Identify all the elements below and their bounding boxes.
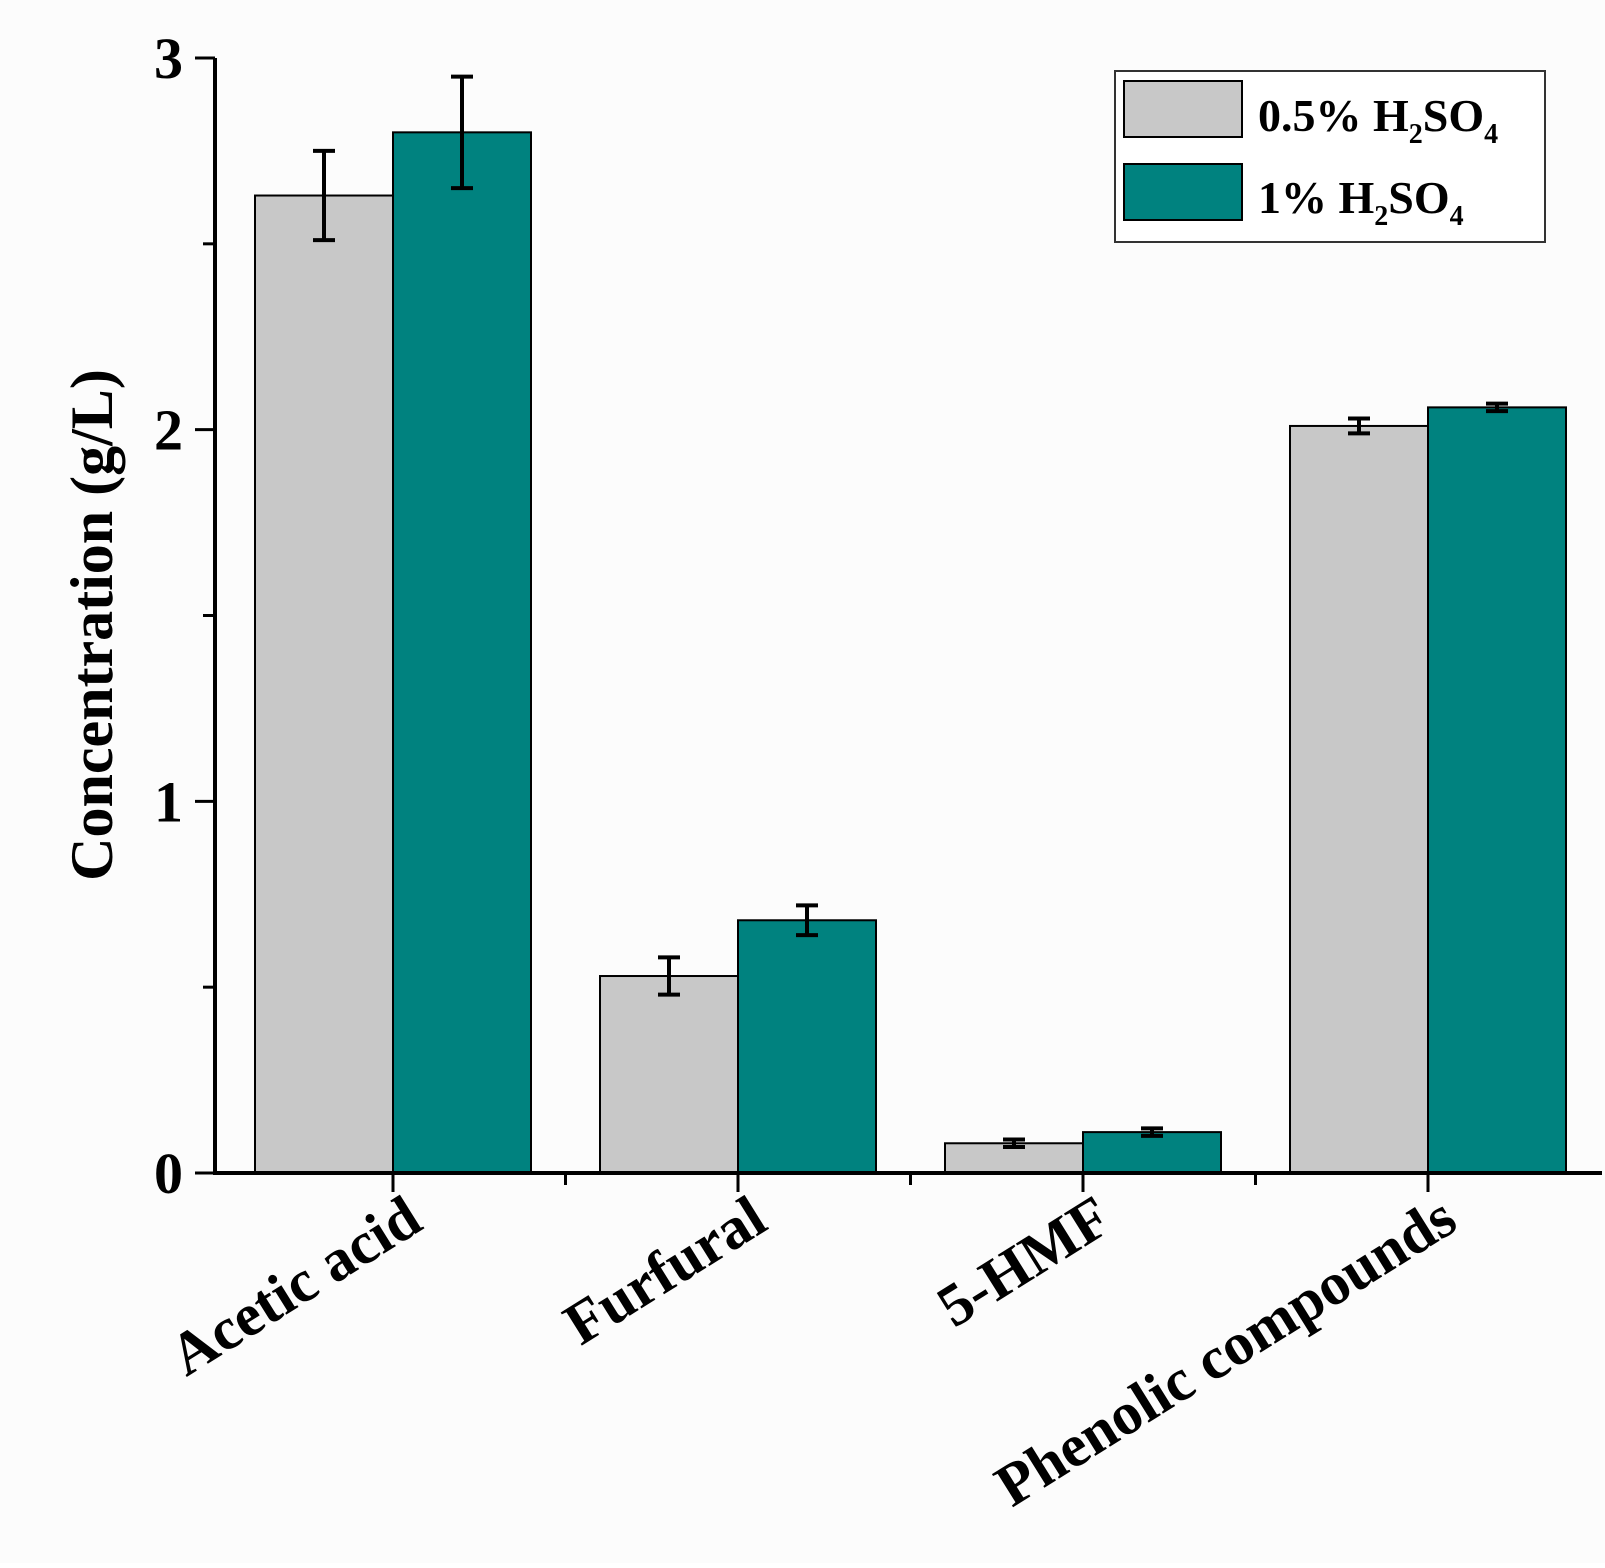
bar-furfural-0.5pct [599,975,739,1174]
x-tick-label-furfural: Furfural [553,1183,777,1357]
x-tick-label-acetic-acid: Acetic acid [158,1183,432,1388]
bars-layer [254,131,1567,1175]
y-axis-label: Concentration (g/L) [59,369,125,881]
legend-swatch-1pct [1123,163,1243,221]
error-bar-furfural-0.5pct [658,955,680,997]
error-bars-layer [313,74,1508,1149]
bar-phenolic-compounds-1pct [1427,406,1567,1175]
error-bar-5-hmf-0.5pct [1003,1137,1025,1149]
y-tick-label-0: 0 [154,1141,183,1206]
error-bar-5-hmf-1pct [1141,1126,1163,1138]
bar-acetic-acid-1pct [392,131,532,1174]
error-bar-phenolic-compounds-1pct [1486,401,1508,414]
error-bar-furfural-1pct [796,903,818,938]
legend-label-1pct: 1% H2SO4 [1258,172,1464,232]
y-ticks-layer: 0 1 2 3 [154,26,215,1206]
bar-acetic-acid-0.5pct [254,194,394,1174]
error-bar-acetic-acid-0.5pct [313,148,335,243]
y-tick-label-2: 2 [154,398,183,463]
bar-phenolic-compounds-0.5pct [1289,424,1429,1174]
error-bar-acetic-acid-1pct [451,74,473,191]
legend: 0.5% H2SO4 1% H2SO4 [1114,70,1546,243]
x-tick-label-5-hmf: 5-HMF [926,1183,1122,1340]
y-tick-label-3: 3 [154,26,183,91]
legend-swatch-0.5pct [1123,80,1243,138]
legend-label-0.5pct: 0.5% H2SO4 [1258,90,1498,150]
y-tick-label-1: 1 [154,769,183,834]
bar-furfural-1pct [737,919,877,1174]
bar-5-hmf-1pct [1082,1131,1222,1175]
error-bar-phenolic-compounds-0.5pct [1348,416,1370,436]
